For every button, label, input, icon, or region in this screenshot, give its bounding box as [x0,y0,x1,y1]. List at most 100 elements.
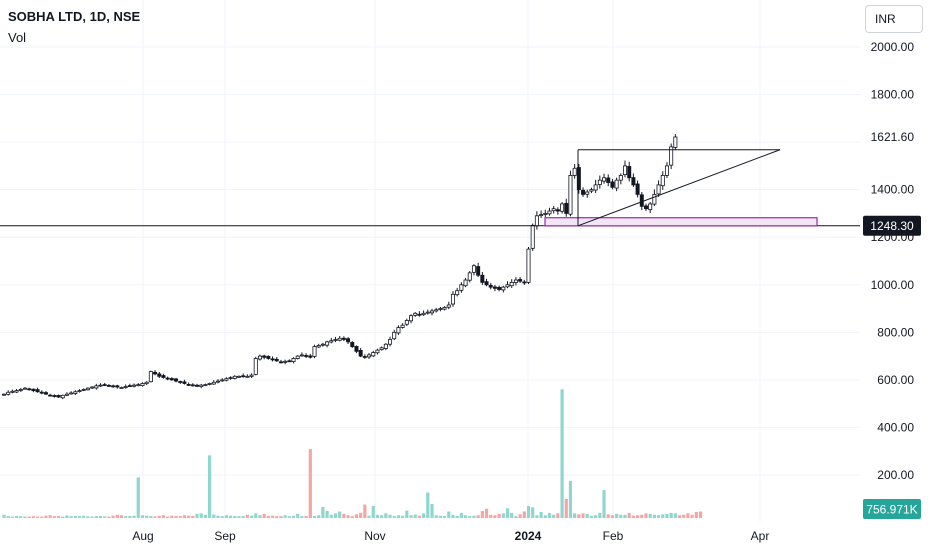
candle-down [52,395,57,397]
candle-down [195,384,200,387]
candle-up [455,290,460,296]
drawing-annotations[interactable] [0,149,860,227]
candle-up [320,343,325,346]
candle-up [660,174,665,187]
candle-up [505,284,510,288]
volume-bars [2,389,703,518]
volume-bar [665,513,669,518]
candle-up [73,391,78,394]
volume-bar [195,513,199,518]
candle-up [673,136,678,148]
volume-bar [203,514,208,518]
volume-bar [459,512,463,518]
volume-bar [317,515,321,518]
candle-down [157,373,162,377]
candle-down [564,202,569,214]
volume-bar [166,516,170,518]
volume-bar [455,515,459,518]
volume-bar [111,515,115,518]
candle-up [22,387,27,390]
candle-up [316,345,321,348]
volume-bar [266,515,270,518]
volume-bar [44,515,48,518]
last-value-labels: 1248.30 756.971K [863,215,921,519]
candle-up [400,324,405,328]
candle-down [480,274,485,283]
volume-bar [56,515,61,518]
candle-up [215,380,220,383]
candle-up [18,388,23,391]
volume-bar [124,516,128,518]
time-tick-label: 2024 [515,529,542,543]
volume-indicator-label[interactable]: Vol [8,30,27,45]
volume-bar [447,511,451,518]
candle-up [375,349,380,354]
candle-down [350,342,355,347]
candle-up [551,208,556,212]
volume-bar [287,516,291,518]
candle-up [421,312,426,316]
candle-up [123,386,128,388]
volume-bar [19,516,23,518]
candle-up [136,384,141,387]
candle-down [39,391,44,394]
currency-button[interactable]: INR [865,5,923,33]
candle-down [341,337,346,340]
candle-down [497,286,502,290]
candle-up [299,354,304,357]
candle-up [224,378,229,381]
volume-bar [350,516,354,518]
candle-up [602,177,607,182]
candle-up [526,248,531,283]
candle-down [174,378,179,382]
volume-bar [694,511,698,518]
candle-up [656,184,661,195]
candle-up [450,293,455,305]
volume-bar [380,515,384,518]
last-volume-badge [863,499,921,519]
candle-down [287,360,292,363]
volume-bar [275,516,279,518]
candle-down [581,189,586,195]
volume-bar [241,516,245,518]
candle-up [459,284,464,291]
volume-bar [296,513,300,518]
candle-up [446,304,451,308]
volume-bar [501,513,505,518]
candle-down [522,281,527,284]
price-axis[interactable]: 200.00400.00600.00800.001000.001200.0014… [871,40,915,482]
volume-bar [228,515,233,518]
candle-up [648,203,653,211]
volume-bar [442,515,447,518]
candle-down [35,389,40,393]
volume-bar [170,515,174,518]
time-axis[interactable]: Aug Sep Nov 2024 Feb Apr [132,529,769,543]
volume-bar [191,515,195,518]
candle-down [43,392,48,395]
volume-bar [216,515,220,518]
candle-up [249,374,254,377]
volume-bar [279,516,283,518]
candle-down [555,209,560,212]
candle-up [409,315,414,322]
price-tick-label: 1621.60 [871,130,915,144]
volume-bar [480,511,484,518]
volume-bar [438,515,442,518]
volume-bar [514,516,518,518]
volume-bar [560,389,564,518]
candle-up [543,213,548,215]
candle-up [325,341,330,346]
volume-bar [182,515,187,518]
candle-down [304,355,309,357]
volume-bar [631,515,635,518]
volume-bar [610,515,615,518]
volume-bar [308,449,312,518]
volume-bar [333,513,338,518]
volume-bar [594,515,598,518]
volume-bar [220,516,224,518]
volume-bar [65,515,69,518]
volume-bar [392,516,396,518]
volume-bar [48,515,52,518]
candle-down [106,385,111,387]
